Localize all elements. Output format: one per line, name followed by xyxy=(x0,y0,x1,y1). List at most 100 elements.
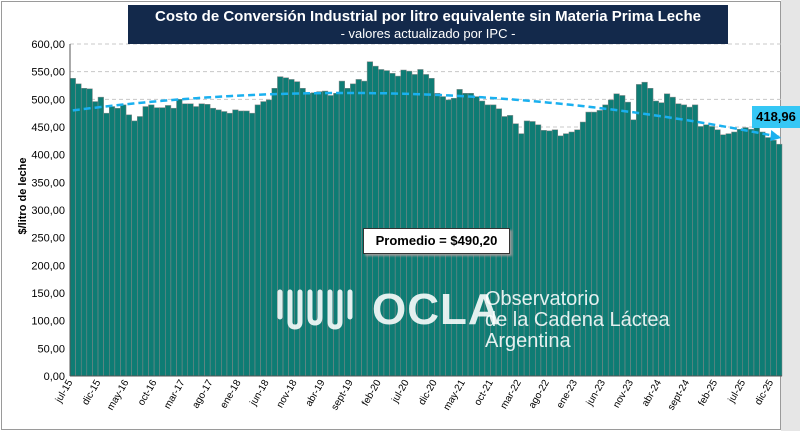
y-tick-label: 300,00 xyxy=(31,205,65,217)
y-tick-label: 250,00 xyxy=(31,233,65,245)
x-tick-label: dic-15 xyxy=(80,378,103,407)
bar xyxy=(714,129,721,377)
y-tick-label: 500,00 xyxy=(31,94,65,106)
trend-line xyxy=(72,91,780,139)
bar xyxy=(137,116,144,377)
last-value-callout: 418,96 xyxy=(752,106,800,128)
trend-arrow-icon xyxy=(770,129,782,141)
x-tick-label: oct-21 xyxy=(472,378,496,408)
x-tick-label: may-16 xyxy=(105,378,131,413)
y-axis-label: $/litro de leche xyxy=(17,157,29,235)
x-tick-label: may-21 xyxy=(442,378,468,413)
y-tick-label: 50,00 xyxy=(37,343,65,355)
bar xyxy=(776,143,783,377)
x-tick-label: ago-17 xyxy=(190,378,215,411)
x-tick-label: jul-20 xyxy=(390,378,412,406)
ocla-logo-icon xyxy=(277,289,353,330)
bar xyxy=(731,131,738,377)
x-tick-label: ago-22 xyxy=(527,378,552,411)
watermark-line2: de la Cadena Láctea xyxy=(485,309,670,331)
y-tick-label: 600,00 xyxy=(31,39,65,51)
y-tick-label: 200,00 xyxy=(31,260,65,272)
x-tick-label: ene-23 xyxy=(555,378,580,411)
bar xyxy=(165,105,172,377)
x-tick-label: jun-23 xyxy=(584,378,608,409)
y-tick-label: 400,00 xyxy=(31,150,65,162)
y-tick-label: 0,00 xyxy=(44,371,65,383)
bar xyxy=(159,107,166,377)
bar xyxy=(237,110,245,377)
bar xyxy=(249,112,256,377)
y-tick-label: 550,00 xyxy=(31,67,65,79)
x-tick-label: abr-24 xyxy=(640,378,664,409)
bar xyxy=(80,88,88,377)
bar xyxy=(226,112,233,377)
bar xyxy=(108,106,116,377)
x-tick-label: dic-20 xyxy=(417,378,440,407)
bar xyxy=(142,106,149,377)
bar xyxy=(198,103,205,377)
watermark-line3: Argentina xyxy=(485,330,571,352)
bar xyxy=(215,109,222,377)
bar xyxy=(97,96,104,377)
y-tick-label: 450,00 xyxy=(31,122,65,134)
x-tick-label: feb-25 xyxy=(696,378,720,408)
bar xyxy=(131,120,138,377)
bar xyxy=(680,104,687,377)
bar xyxy=(204,104,211,377)
bar xyxy=(260,101,267,377)
bar xyxy=(69,78,76,377)
title-box: Costo de Conversión Industrial por litro… xyxy=(128,5,728,44)
bar xyxy=(692,104,699,377)
bar xyxy=(254,104,261,377)
bar xyxy=(120,104,127,377)
bar xyxy=(265,99,273,377)
ocla-watermark: OCLA Observatorio de la Cadena Láctea Ar… xyxy=(275,285,670,355)
x-tick-label: abr-19 xyxy=(304,378,328,409)
x-tick-label: feb-20 xyxy=(360,378,384,408)
bar xyxy=(221,111,228,377)
bar xyxy=(725,133,732,377)
bar xyxy=(759,131,766,377)
x-tick-label: jun-18 xyxy=(248,378,272,409)
bar xyxy=(770,140,777,377)
bar xyxy=(75,83,82,377)
bar xyxy=(748,128,755,377)
watermark-line1: Observatorio xyxy=(485,288,600,310)
bar xyxy=(209,107,217,377)
bar xyxy=(675,103,682,377)
bar xyxy=(742,127,749,377)
bar xyxy=(243,110,250,377)
bar xyxy=(720,134,727,377)
x-tick-label: jul-25 xyxy=(726,378,748,406)
bar xyxy=(736,128,744,377)
x-tick-label: sept-24 xyxy=(666,378,692,413)
x-tick-label: mar-17 xyxy=(162,378,188,411)
chart-title: Costo de Conversión Industrial por litro… xyxy=(155,8,701,25)
bar xyxy=(187,103,194,377)
y-tick-label: 100,00 xyxy=(31,316,65,328)
y-tick-label: 350,00 xyxy=(31,177,65,189)
bar xyxy=(697,126,704,377)
x-tick-label: ene-18 xyxy=(218,378,243,411)
bar xyxy=(86,88,93,377)
watermark-brand: OCLA xyxy=(372,285,501,334)
bar xyxy=(232,109,239,377)
bar xyxy=(658,102,665,377)
x-tick-label: dic-25 xyxy=(753,378,776,407)
bar xyxy=(114,107,121,377)
bar xyxy=(176,99,183,377)
bar xyxy=(669,96,676,377)
x-tick-label: mar-22 xyxy=(499,378,525,411)
bar xyxy=(103,112,110,377)
bar xyxy=(170,107,177,377)
x-tick-label: oct-16 xyxy=(136,378,160,408)
y-tick-label: 150,00 xyxy=(31,288,65,300)
bar xyxy=(686,106,693,377)
bar xyxy=(92,101,99,377)
bar xyxy=(148,104,155,377)
bar xyxy=(753,125,760,377)
x-tick-label: nov-23 xyxy=(611,378,636,410)
